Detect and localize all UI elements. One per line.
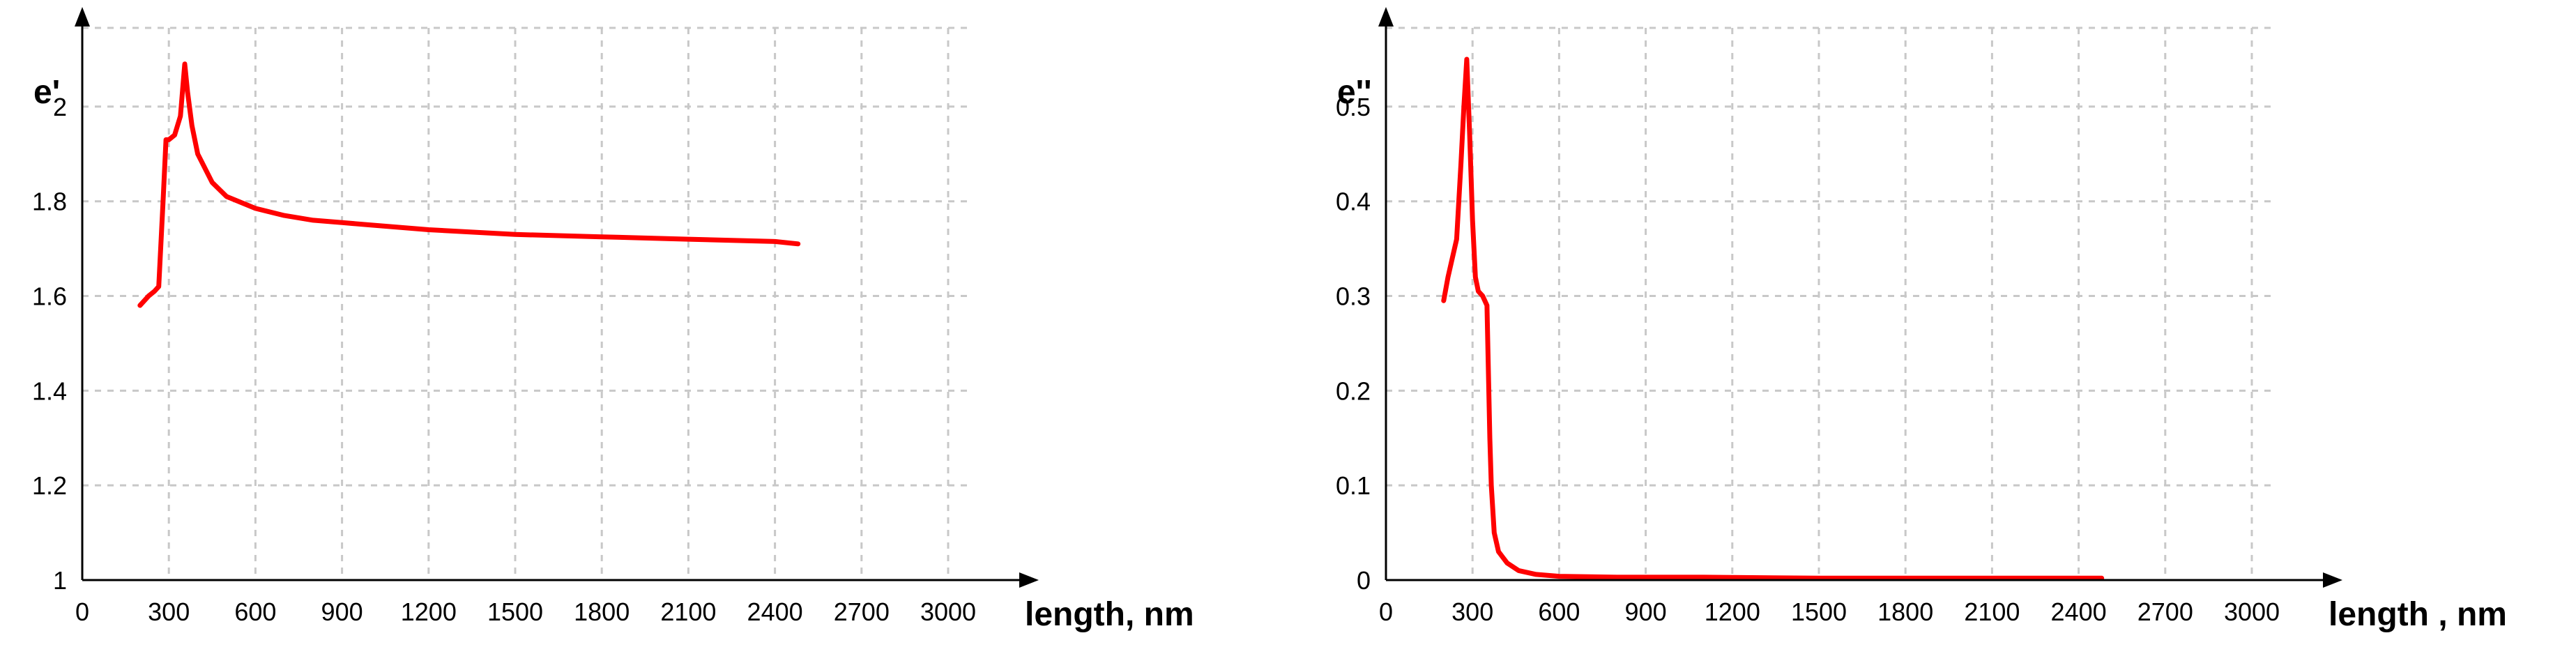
x-tick-label: 900 bbox=[1625, 597, 1667, 626]
y-tick-label: 1.6 bbox=[32, 282, 67, 311]
x-tick-label: 0 bbox=[1379, 597, 1393, 626]
tick-labels: 0 300 600 900 1200 1500 1800 2100 2400 2700 3000 1 1… bbox=[32, 93, 976, 626]
x-tick-label: 1200 bbox=[1705, 597, 1760, 626]
axes bbox=[1378, 7, 2342, 588]
x-tick-label: 2100 bbox=[660, 597, 716, 626]
x-tick-label: 300 bbox=[1451, 597, 1493, 626]
y-axis-arrow bbox=[1378, 7, 1394, 26]
gridlines bbox=[1386, 26, 2276, 580]
x-tick-label: 2100 bbox=[1964, 597, 2020, 626]
series-line bbox=[1441, 56, 2105, 581]
series-line bbox=[137, 61, 801, 308]
y-tick-label: 0 bbox=[1357, 566, 1371, 595]
x-tick-label: 0 bbox=[75, 597, 89, 626]
chart-e-prime-svg: 0 300 600 900 1200 1500 1800 2100 2400 2700 3000 1 1… bbox=[32, 7, 1194, 633]
y-tick-label: 1.2 bbox=[32, 471, 67, 500]
x-tick-label: 300 bbox=[148, 597, 190, 626]
y-tick-label: 0.2 bbox=[1336, 376, 1371, 405]
y-tick-label: 1.4 bbox=[32, 376, 67, 405]
x-tick-label: 1800 bbox=[1877, 597, 1933, 626]
y-tick-label: 0.3 bbox=[1336, 282, 1371, 311]
chart-e-double-prime-svg: 0 300 600 900 1200 1500 1800 2100 2400 2700 3000 0 0… bbox=[1336, 7, 2507, 633]
x-axis-title: length, nm bbox=[1025, 596, 1194, 633]
x-axis-title: length , nm bbox=[2329, 596, 2507, 633]
x-axis-arrow bbox=[1019, 572, 1039, 588]
x-tick-label: 3000 bbox=[2224, 597, 2280, 626]
y-tick-label: 0.4 bbox=[1336, 188, 1371, 216]
x-tick-label: 900 bbox=[321, 597, 363, 626]
x-tick-label: 2700 bbox=[834, 597, 890, 626]
y-axis-arrow bbox=[75, 7, 90, 26]
chart-e-double-prime: 0 300 600 900 1200 1500 1800 2100 2400 2700 3000 0 0… bbox=[1304, 0, 2576, 670]
x-tick-label: 1200 bbox=[401, 597, 457, 626]
x-tick-label: 1800 bbox=[574, 597, 630, 626]
gridlines bbox=[82, 26, 973, 580]
x-tick-label: 1500 bbox=[487, 597, 543, 626]
y-axis-title: e'' bbox=[1337, 74, 1372, 111]
y-tick-label: 1 bbox=[53, 566, 67, 595]
tick-labels: 0 300 600 900 1200 1500 1800 2100 2400 2700 3000 0 0… bbox=[1336, 93, 2280, 626]
x-axis-arrow bbox=[2323, 572, 2342, 588]
series-layer bbox=[1441, 56, 2105, 581]
x-tick-label: 1500 bbox=[1791, 597, 1847, 626]
series-layer bbox=[137, 61, 801, 308]
y-tick-label: 2 bbox=[53, 93, 67, 121]
y-tick-label: 0.5 bbox=[1336, 93, 1371, 121]
y-tick-label: 1.8 bbox=[32, 188, 67, 216]
y-axis-title: e' bbox=[33, 74, 60, 111]
chart-e-prime: 0 300 600 900 1200 1500 1800 2100 2400 2700 3000 1 1… bbox=[0, 0, 1283, 670]
y-tick-label: 0.1 bbox=[1336, 471, 1371, 500]
x-tick-label: 3000 bbox=[920, 597, 976, 626]
axes bbox=[75, 7, 1039, 588]
x-tick-label: 600 bbox=[234, 597, 276, 626]
x-tick-label: 2400 bbox=[2051, 597, 2107, 626]
x-tick-label: 600 bbox=[1538, 597, 1580, 626]
x-tick-label: 2400 bbox=[747, 597, 803, 626]
x-tick-label: 2700 bbox=[2137, 597, 2193, 626]
